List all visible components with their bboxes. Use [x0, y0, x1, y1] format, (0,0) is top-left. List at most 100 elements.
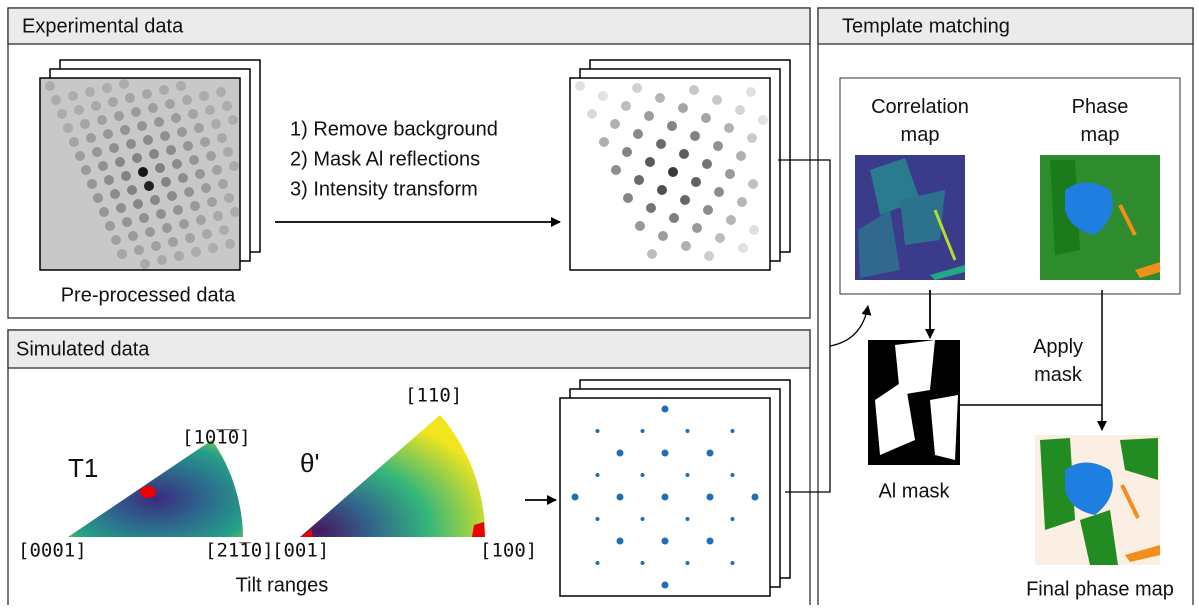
- spot: [678, 103, 688, 113]
- spot: [115, 157, 125, 167]
- spot: [737, 197, 747, 207]
- spot: [199, 91, 209, 101]
- spot: [201, 183, 211, 193]
- spot: [725, 169, 735, 179]
- spot: [667, 121, 677, 131]
- spot: [690, 131, 700, 141]
- caption: Tilt ranges: [236, 574, 329, 596]
- spot: [611, 165, 621, 175]
- spot: [572, 494, 579, 501]
- spot: [686, 473, 690, 477]
- spot: [211, 119, 221, 129]
- spot: [109, 143, 119, 153]
- al-mask: [868, 340, 960, 465]
- spot: [117, 249, 127, 259]
- spot: [185, 233, 195, 243]
- spot: [228, 115, 238, 125]
- spot: [57, 109, 67, 119]
- spot: [692, 223, 702, 233]
- spot: [128, 231, 138, 241]
- spot: [165, 99, 175, 109]
- spot: [575, 81, 585, 91]
- panel-title: Simulated data: [16, 338, 150, 360]
- spot: [157, 255, 167, 265]
- spot: [103, 129, 113, 139]
- spot: [119, 79, 129, 89]
- spot: [641, 473, 645, 477]
- spot: [747, 133, 757, 143]
- spot: [105, 221, 115, 231]
- spot: [51, 95, 61, 105]
- spot: [93, 193, 103, 203]
- spot: [167, 191, 177, 201]
- spot: [621, 101, 631, 111]
- spot: [159, 85, 169, 95]
- page: {"experimental": {"title": "Experimental…: [0, 0, 1199, 605]
- spot: [102, 83, 112, 93]
- spot: [122, 217, 132, 227]
- step: 1) Remove background: [290, 118, 498, 140]
- spot: [97, 115, 107, 125]
- spot: [74, 105, 84, 115]
- spot: [715, 233, 725, 243]
- spot: [184, 187, 194, 197]
- spot: [633, 129, 643, 139]
- spot: [143, 135, 153, 145]
- spot: [99, 207, 109, 217]
- spot: [142, 89, 152, 99]
- spot: [731, 561, 735, 565]
- spot: [195, 169, 205, 179]
- spot: [154, 117, 164, 127]
- spot: [189, 155, 199, 165]
- spot: [707, 450, 714, 457]
- spot: [702, 159, 712, 169]
- spot: [133, 199, 143, 209]
- spot: [724, 123, 734, 133]
- spot: [658, 231, 668, 241]
- spot: [213, 211, 223, 221]
- marker: [140, 486, 156, 498]
- spot: [596, 429, 600, 433]
- spot: [108, 97, 118, 107]
- spot: [160, 131, 170, 141]
- spot: [617, 538, 624, 545]
- caption: Pre-processed data: [61, 284, 236, 306]
- spot: [68, 91, 78, 101]
- label-text: map: [1081, 124, 1120, 146]
- spot: [714, 187, 724, 197]
- spot: [646, 203, 656, 213]
- spot: [735, 105, 745, 115]
- spot: [218, 179, 228, 189]
- spot: [686, 429, 690, 433]
- spot: [679, 149, 689, 159]
- spot: [188, 109, 198, 119]
- spot: [155, 163, 165, 173]
- spot: [63, 123, 73, 133]
- spot: [726, 215, 736, 225]
- spot: [125, 93, 135, 103]
- phase-label: T1: [68, 453, 98, 483]
- spot: [223, 147, 233, 157]
- spot: [205, 105, 215, 115]
- spot: [127, 185, 137, 195]
- spot: [599, 137, 609, 147]
- spot: [110, 189, 120, 199]
- spot: [224, 193, 234, 203]
- label-text: map: [901, 124, 940, 146]
- spot: [114, 111, 124, 121]
- spot: [596, 517, 600, 521]
- spot: [662, 494, 669, 501]
- spot: [174, 251, 184, 261]
- spot: [168, 237, 178, 247]
- spot: [137, 121, 147, 131]
- spot: [86, 133, 96, 143]
- spot: [116, 203, 126, 213]
- spot: [645, 157, 655, 167]
- spot: [176, 81, 186, 91]
- phase-label: θ': [300, 448, 319, 478]
- caption: Final phase map: [1026, 578, 1174, 600]
- spot: [641, 517, 645, 521]
- spot: [617, 494, 624, 501]
- spot: [173, 205, 183, 215]
- spot: [207, 197, 217, 207]
